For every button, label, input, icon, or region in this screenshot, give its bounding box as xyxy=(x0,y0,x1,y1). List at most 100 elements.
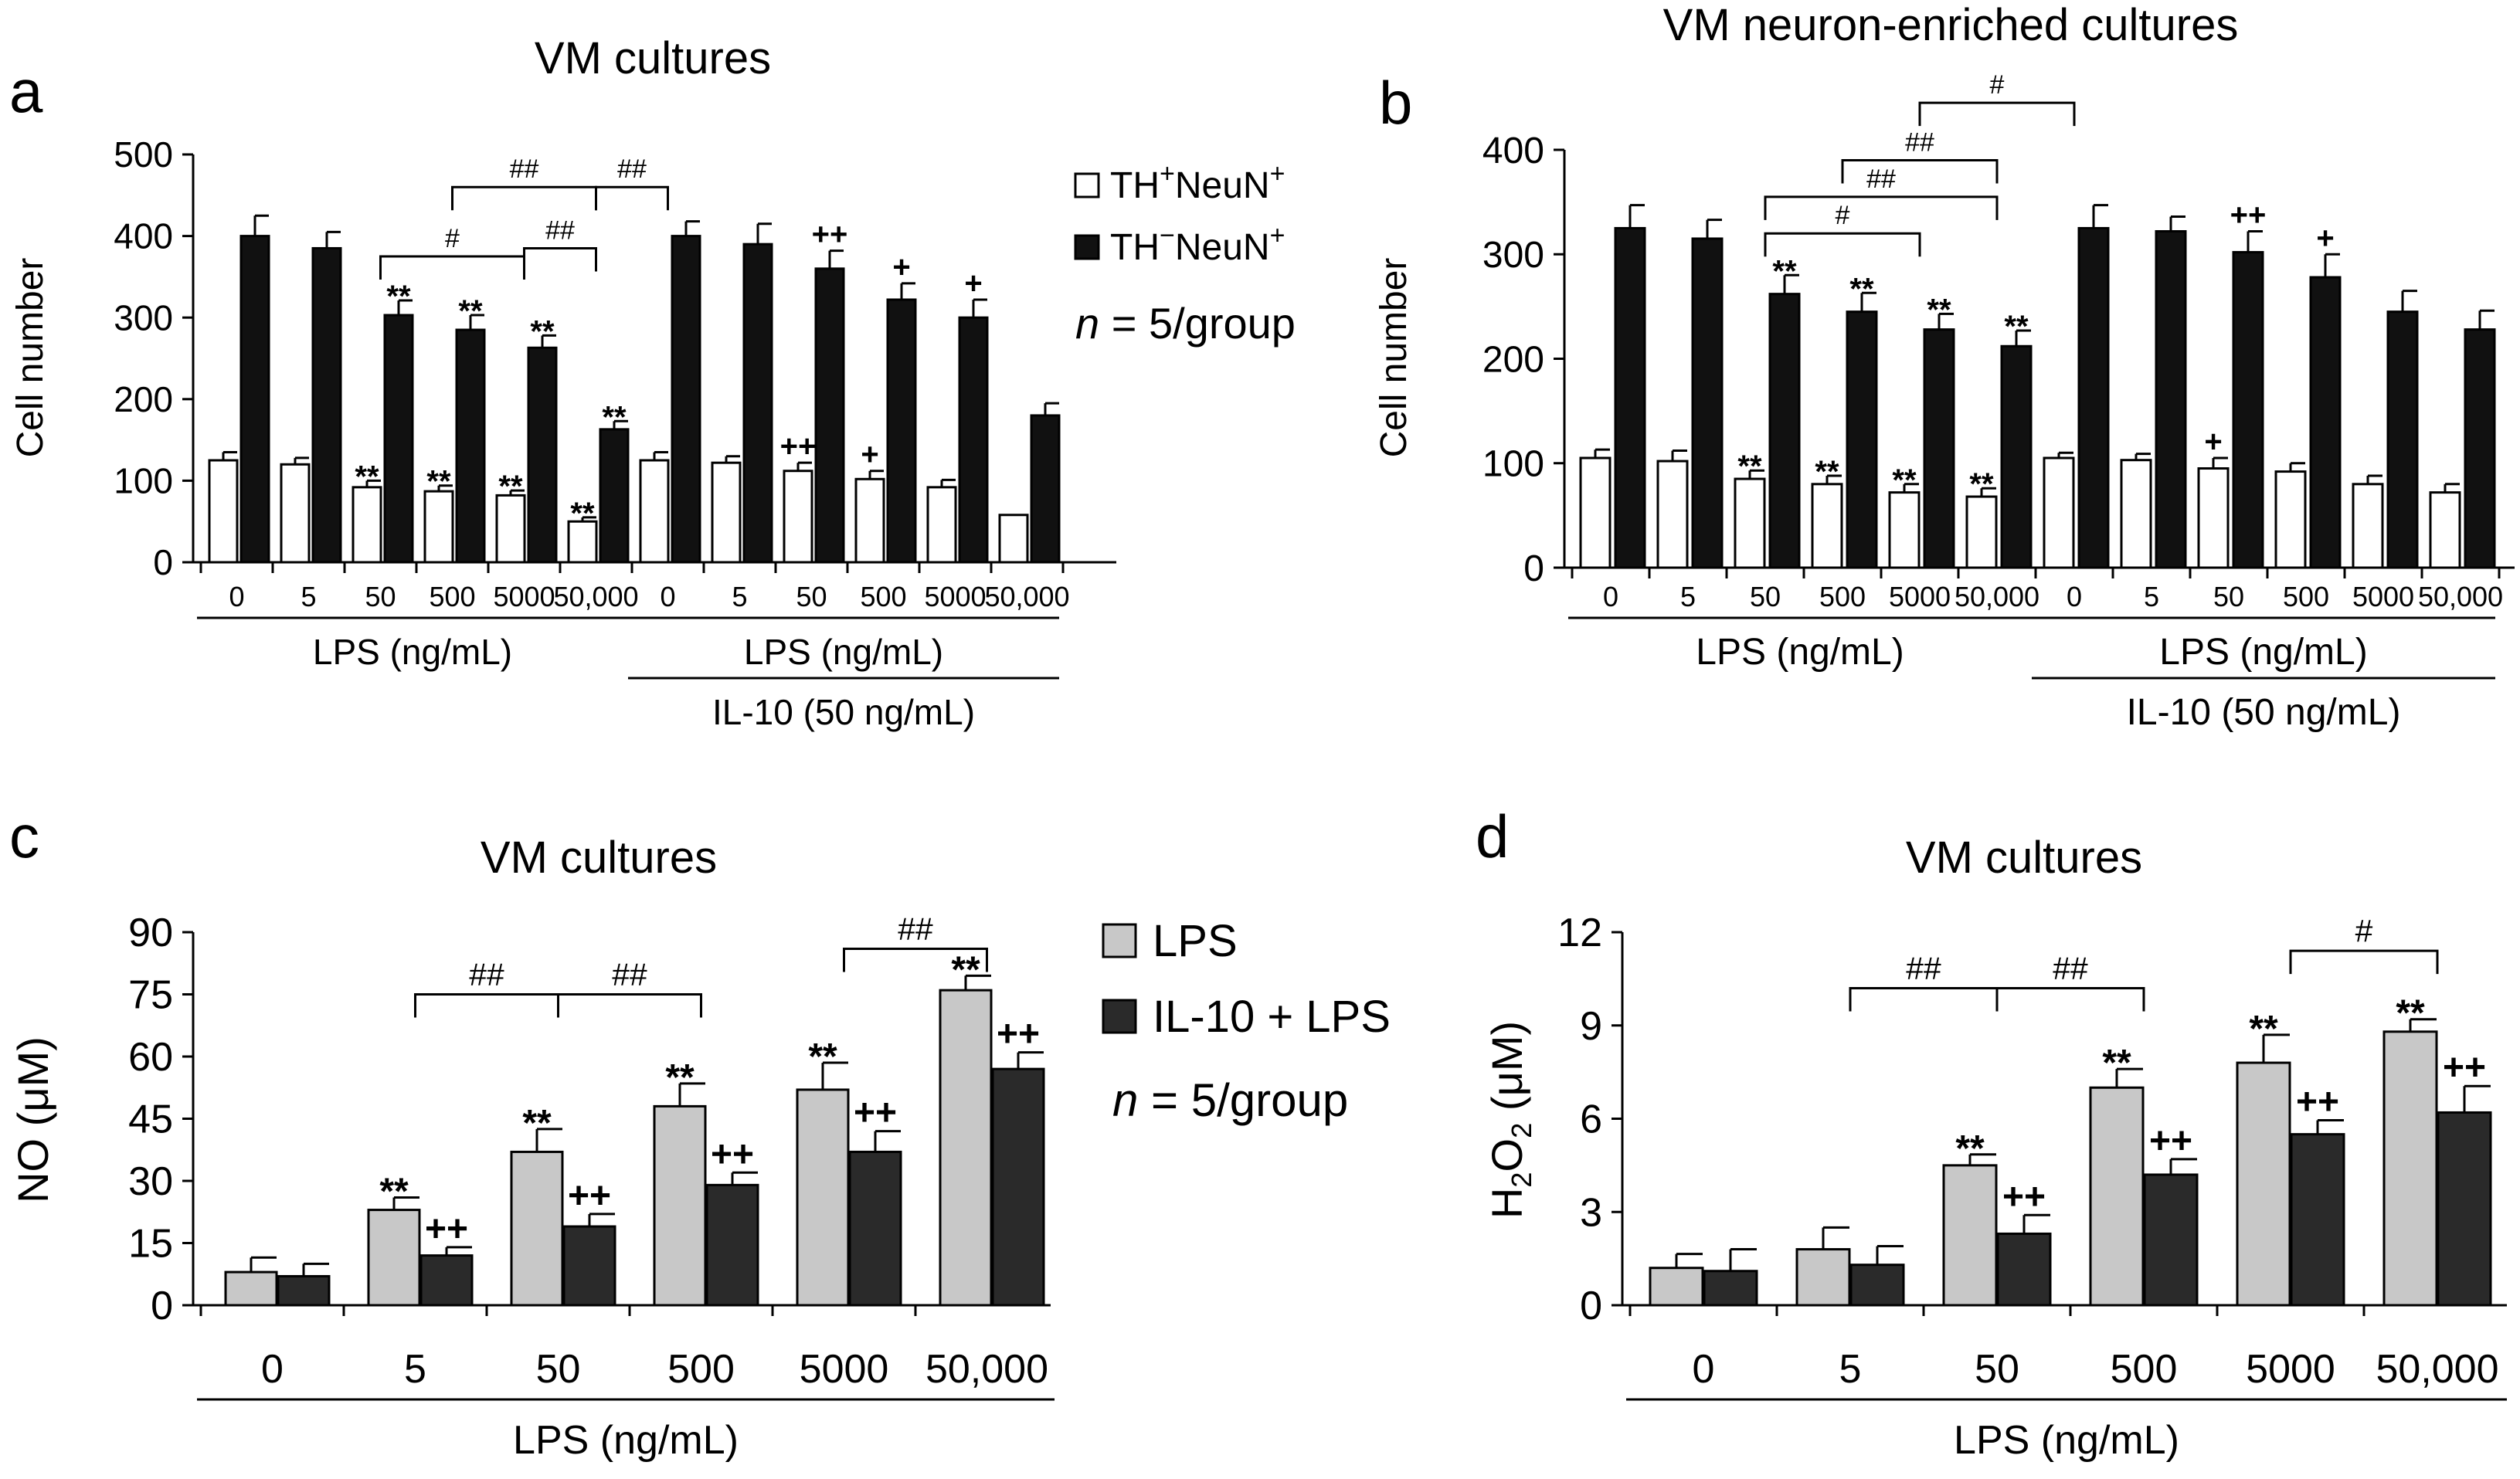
bar xyxy=(311,246,342,564)
x-tick-label: 50 xyxy=(1750,581,1781,612)
bar xyxy=(1942,1164,1998,1307)
bar xyxy=(277,1274,331,1307)
bar xyxy=(280,463,311,564)
x-tick-label: 5 xyxy=(732,581,747,612)
bar xyxy=(352,486,382,564)
panel-b-chart: VM neuron-enriched cultures Cell number 0 1… xyxy=(1374,0,2515,733)
x-tick-label: 50,000 xyxy=(553,581,638,612)
y-tick-label: 400 xyxy=(114,216,173,256)
significance-plus: ++ xyxy=(854,1093,897,1134)
bar xyxy=(2437,1111,2492,1307)
bar xyxy=(854,477,885,564)
significance-stars: ** xyxy=(1849,272,1874,306)
y-tick-label: 30 xyxy=(128,1159,173,1204)
significance-plus: + xyxy=(861,438,878,472)
comparison-bracket xyxy=(523,246,597,272)
bar xyxy=(742,243,773,564)
y-tick-label: 9 xyxy=(1580,1004,1602,1049)
x-tick-label: 5 xyxy=(301,581,316,612)
group-label: LPS (ng/mL) xyxy=(2159,632,2367,673)
y-axis-label-part: H xyxy=(1482,1188,1531,1219)
bar xyxy=(2386,310,2419,569)
bar xyxy=(2382,1030,2438,1307)
bar xyxy=(495,494,526,564)
y-axis-label: NO (μM) xyxy=(8,1036,57,1203)
bar xyxy=(367,1209,421,1307)
comparison-bracket xyxy=(1918,101,2076,127)
bar xyxy=(1795,1248,1851,1307)
bar xyxy=(814,267,845,564)
x-tick-label: 500 xyxy=(2111,1347,2178,1392)
bar xyxy=(2043,456,2075,569)
y-tick-label: 12 xyxy=(1557,911,1602,955)
bar xyxy=(711,461,742,564)
significance-stars: ** xyxy=(951,949,980,990)
bar xyxy=(1703,1270,1758,1307)
x-tick-label: 500 xyxy=(1819,581,1866,612)
bar xyxy=(239,235,270,564)
x-tick-label: 0 xyxy=(229,581,244,612)
y-axis-label-subscript: 2 xyxy=(1506,1123,1537,1138)
significance-stars: ** xyxy=(1815,455,1839,489)
bar xyxy=(383,314,414,564)
bar xyxy=(998,514,1029,564)
bar xyxy=(2236,1061,2291,1307)
bar xyxy=(510,1150,564,1307)
bar xyxy=(958,316,989,564)
x-tick-label: 500 xyxy=(667,1347,735,1392)
comparison-bracket xyxy=(1849,986,1999,1012)
bar xyxy=(1649,1267,1704,1307)
bar xyxy=(1811,483,1843,569)
y-tick-label: 0 xyxy=(1523,548,1544,589)
comparison-bracket-label: ## xyxy=(898,911,933,946)
comparison-bracket-label: # xyxy=(1836,201,1850,230)
bar xyxy=(783,470,813,564)
x-tick-label: 0 xyxy=(2067,581,2082,612)
bar xyxy=(886,298,917,564)
significance-plus: ++ xyxy=(2443,1047,2486,1088)
bar xyxy=(455,328,486,564)
bar xyxy=(705,1183,759,1307)
y-tick-label: 200 xyxy=(114,379,173,419)
significance-plus: ++ xyxy=(2230,198,2267,232)
bar xyxy=(1849,1264,1905,1307)
significance-plus: + xyxy=(2204,425,2222,459)
bar xyxy=(2429,491,2461,569)
comparison-bracket-label: # xyxy=(1990,70,2005,100)
bar xyxy=(1691,237,1724,569)
significance-stars: ** xyxy=(426,465,451,499)
bar xyxy=(2120,459,2152,569)
group-sublabel: IL-10 (50 ng/mL) xyxy=(2127,692,2401,733)
bar xyxy=(2352,483,2384,569)
panel-letter-a: a xyxy=(9,57,43,125)
y-tick-label: 75 xyxy=(128,973,173,1018)
y-axis-label-subscript: 2 xyxy=(1506,1172,1537,1187)
y-tick-label: 200 xyxy=(1482,339,1544,380)
comparison-bracket-label: ## xyxy=(1906,950,1941,985)
x-tick-label: 50 xyxy=(365,581,396,612)
x-tick-label: 5000 xyxy=(800,1347,889,1392)
legend-swatch-il10-lps xyxy=(1102,999,1137,1034)
y-tick-label: 300 xyxy=(1482,235,1544,276)
comparison-bracket-label: ## xyxy=(469,957,504,992)
y-tick-label: 3 xyxy=(1580,1190,1602,1235)
comparison-bracket xyxy=(414,993,559,1018)
comparison-bracket-label: ## xyxy=(617,154,647,184)
x-tick-label: 500 xyxy=(2283,581,2329,612)
x-tick-label: 50 xyxy=(796,581,827,612)
significance-stars: ** xyxy=(1737,449,1762,483)
bar xyxy=(224,1270,278,1307)
bar xyxy=(562,1225,616,1307)
significance-stars: ** xyxy=(570,497,595,531)
x-tick-label: 50 xyxy=(536,1347,581,1392)
significance-plus: ++ xyxy=(997,1014,1040,1055)
bar xyxy=(423,490,454,564)
bar xyxy=(1579,456,1612,569)
significance-stars: ** xyxy=(379,1171,409,1212)
y-axis-label: Cell number xyxy=(1374,258,1415,458)
significance-stars: ** xyxy=(458,294,483,328)
y-tick-label: 15 xyxy=(128,1222,173,1267)
significance-plus: ++ xyxy=(812,218,848,252)
